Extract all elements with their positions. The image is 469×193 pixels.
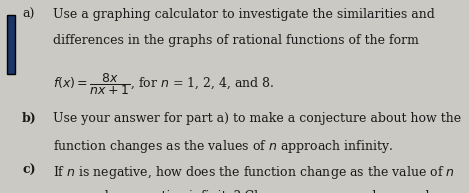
- Text: a): a): [22, 8, 35, 21]
- Text: Use your answer for part a) to make a conjecture about how the: Use your answer for part a) to make a co…: [53, 112, 461, 125]
- Text: Use a graphing calculator to investigate the similarities and: Use a graphing calculator to investigate…: [53, 8, 435, 21]
- Text: differences in the graphs of rational functions of the form: differences in the graphs of rational fu…: [53, 34, 419, 47]
- Text: $f(x) = \dfrac{8x}{nx + 1}$, for $n$ = 1, 2, 4, and 8.: $f(x) = \dfrac{8x}{nx + 1}$, for $n$ = 1…: [53, 72, 274, 97]
- Text: b): b): [22, 112, 37, 125]
- Text: function changes as the values of $n$ approach infinity.: function changes as the values of $n$ ap…: [53, 138, 393, 155]
- Text: If $n$ is negative, how does the function change as the value of $n$: If $n$ is negative, how does the functio…: [53, 164, 455, 181]
- Text: c): c): [22, 164, 36, 177]
- Text: approaches negative infinity? Choose your own values, and use: approaches negative infinity? Choose you…: [53, 190, 455, 193]
- FancyBboxPatch shape: [7, 15, 15, 74]
